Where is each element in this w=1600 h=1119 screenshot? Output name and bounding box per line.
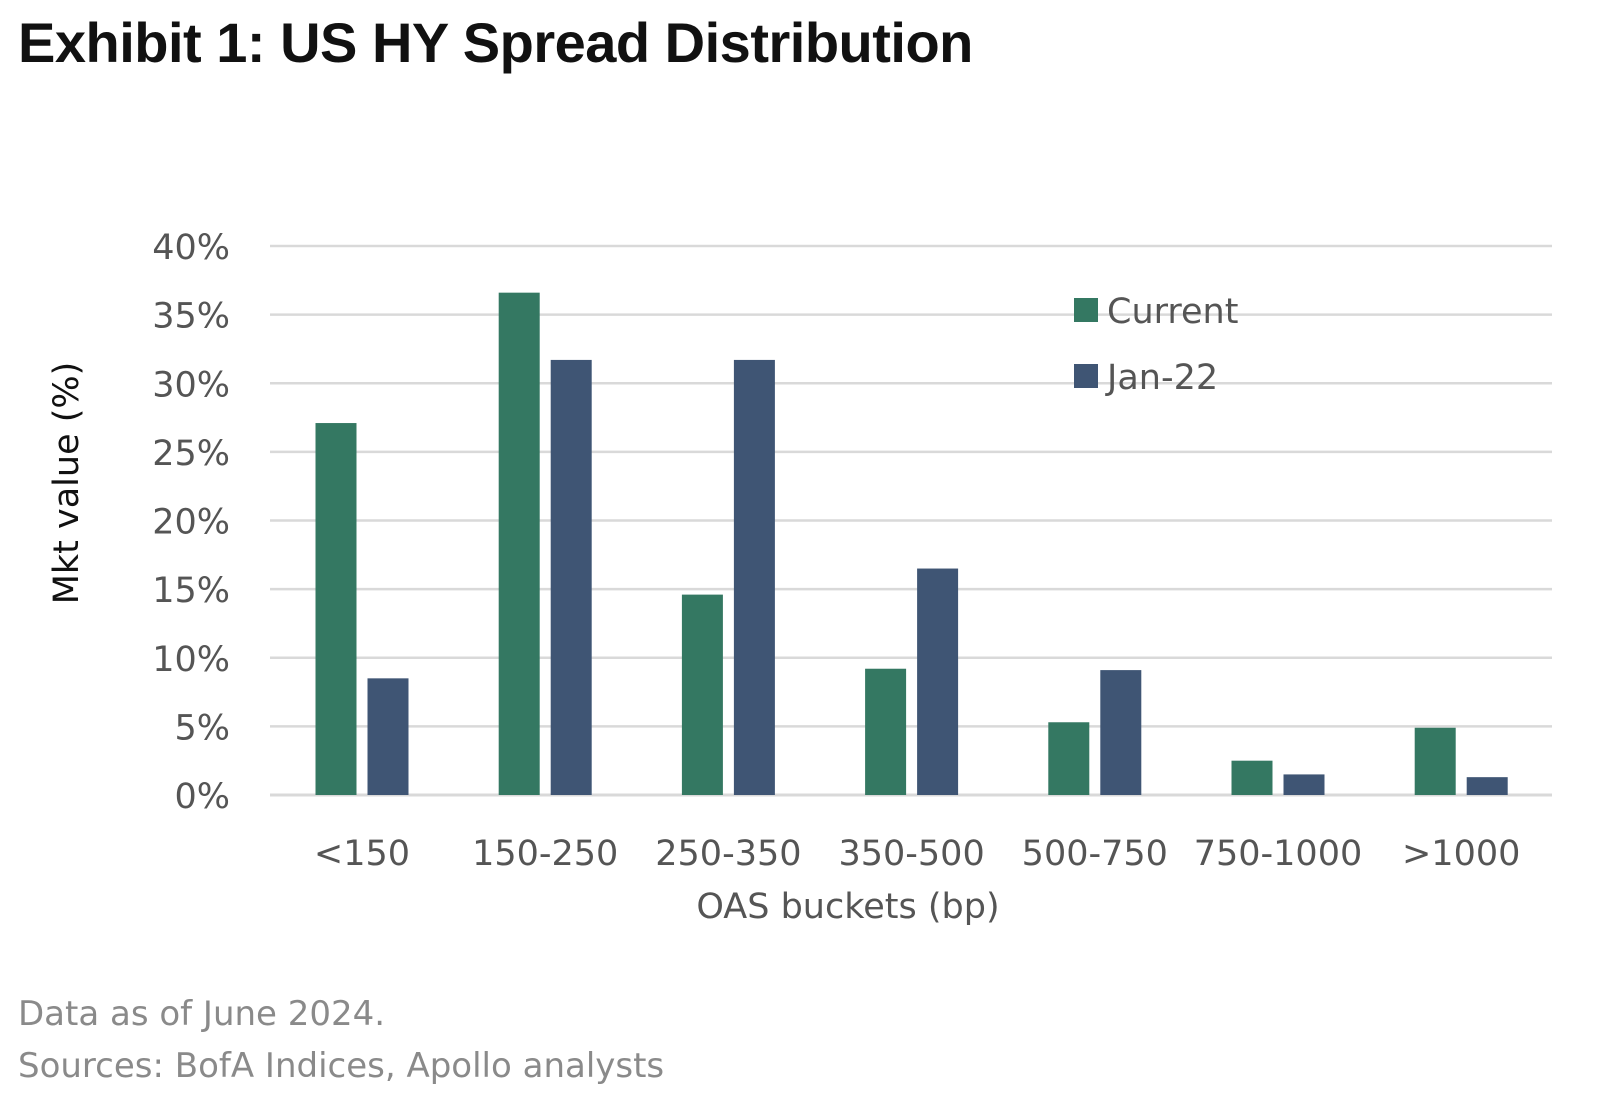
bar-current (1231, 760, 1273, 795)
x-tick-label: >1000 (1402, 834, 1520, 874)
bar-jan22 (367, 678, 409, 795)
bar-jan22 (733, 359, 775, 795)
bar-jan22 (917, 568, 959, 795)
x-tick-label: 250-350 (655, 834, 801, 874)
x-tick-label: 350-500 (838, 834, 984, 874)
x-tick-label: 750-1000 (1194, 834, 1363, 874)
bar-jan22 (1100, 670, 1142, 795)
bar-current (681, 594, 723, 795)
data-date-note: Data as of June 2024. (18, 994, 386, 1034)
y-tick-label: 0% (174, 777, 230, 817)
bar-jan22 (1466, 777, 1508, 795)
bar-current (1414, 727, 1456, 795)
x-tick-label: 500-750 (1022, 834, 1168, 874)
bar-current (1048, 722, 1090, 795)
x-axis-title: OAS buckets (bp) (696, 887, 999, 927)
legend-swatch-jan22 (1074, 364, 1098, 388)
bar-chart: 0% 5% 10% 15% 20% 25% 30% 35% 40% <150 150-250 250-… (47, 228, 1552, 927)
bar-jan22 (550, 359, 592, 795)
bar-current (498, 292, 540, 795)
bar-current (865, 668, 907, 795)
x-tick-label: 150-250 (472, 834, 618, 874)
legend-label-current: Current (1107, 292, 1238, 332)
y-tick-label: 5% (174, 708, 230, 748)
y-tick-label: 20% (152, 503, 230, 543)
bar-jan22 (1283, 774, 1325, 795)
x-tick-label: <150 (314, 834, 410, 874)
y-tick-label: 15% (152, 571, 230, 611)
y-axis-title: Mkt value (%) (47, 362, 87, 605)
y-tick-label: 10% (152, 640, 230, 680)
sources-note: Sources: BofA Indices, Apollo analysts (18, 1046, 665, 1086)
y-tick-label: 35% (152, 297, 230, 337)
bar-current (315, 423, 357, 795)
y-tick-label: 30% (152, 365, 230, 405)
chart-title: Exhibit 1: US HY Spread Distribution (18, 11, 973, 74)
legend-label-jan22: Jan-22 (1105, 358, 1218, 398)
legend-swatch-current (1074, 298, 1098, 322)
y-tick-label: 40% (152, 228, 230, 268)
y-tick-label: 25% (152, 434, 230, 474)
